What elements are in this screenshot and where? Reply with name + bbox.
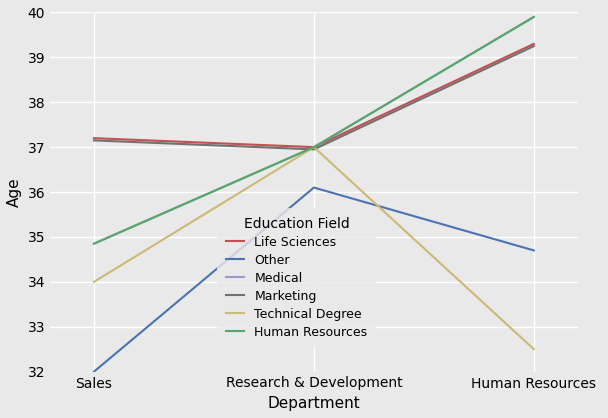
Line: Medical: Medical (94, 17, 534, 244)
Line: Human Resources: Human Resources (94, 17, 534, 244)
Technical Degree (91, 279, 98, 284)
Life Sciences (530, 41, 537, 46)
Line: Life Sciences: Life Sciences (94, 44, 534, 147)
Medical (310, 145, 317, 150)
Life Sciences (91, 136, 98, 141)
Line: Marketing: Marketing (94, 46, 534, 149)
Human Resources (310, 145, 317, 150)
Y-axis label: Age: Age (7, 177, 22, 207)
Human Resources (530, 15, 537, 20)
Medical (91, 241, 98, 246)
Medical (530, 15, 537, 20)
Legend: Life Sciences, Other, Medical, Marketing, Technical Degree, Human Resources: Life Sciences, Other, Medical, Marketing… (217, 208, 376, 347)
Marketing (310, 147, 317, 152)
Line: Technical Degree: Technical Degree (94, 147, 534, 349)
Life Sciences (310, 145, 317, 150)
Technical Degree (310, 145, 317, 150)
Line: Other: Other (94, 188, 534, 372)
Technical Degree (530, 347, 537, 352)
Marketing (530, 43, 537, 48)
Other (530, 248, 537, 253)
Other (91, 369, 98, 374)
Human Resources (91, 241, 98, 246)
Marketing (91, 138, 98, 143)
Other (310, 185, 317, 190)
X-axis label: Department: Department (268, 396, 361, 411)
